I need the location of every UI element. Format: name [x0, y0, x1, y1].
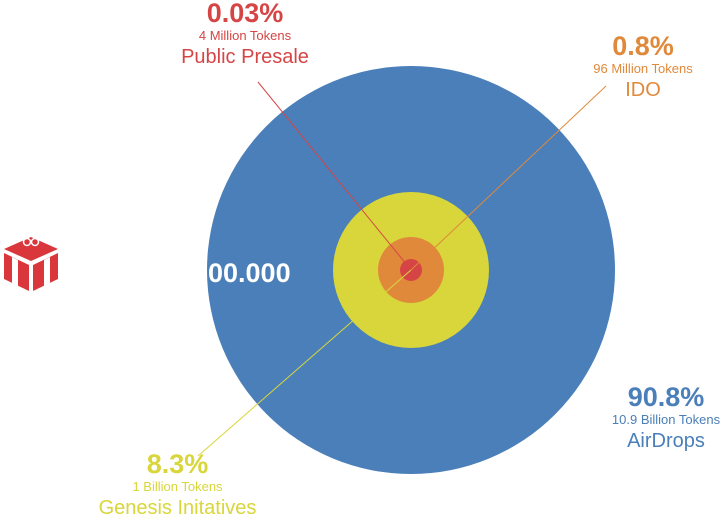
ido-percent: 0.8%: [612, 31, 674, 61]
presale-percent: 0.03%: [206, 0, 284, 28]
ido-tokens: 96 Million Tokens: [593, 61, 693, 76]
center-value: 00.000: [208, 258, 291, 288]
airdrops-tokens: 10.9 Billion Tokens: [611, 412, 721, 427]
airdrops-name: AirDrops: [627, 430, 705, 452]
genesis-label: 8.3% 1 Billion Tokens Genesis Initatives: [80, 449, 275, 521]
ido-label: 0.8% 96 Million Tokens IDO: [568, 31, 718, 103]
gift-box-icon: [4, 237, 58, 291]
airdrops-percent: 90.8%: [627, 382, 705, 412]
genesis-name: Genesis Initatives: [98, 497, 257, 519]
ido-leader-line: [410, 85, 607, 271]
genesis-tokens: 1 Billion Tokens: [132, 479, 223, 494]
genesis-leader-line: [197, 269, 412, 457]
presale-label: 0.03% 4 Million Tokens Public Presale: [165, 0, 325, 70]
genesis-percent: 8.3%: [146, 449, 209, 479]
presale-leader-line: [257, 81, 412, 271]
airdrops-label: 90.8% 10.9 Billion Tokens AirDrops: [596, 382, 726, 454]
ido-name: IDO: [625, 79, 661, 101]
presale-tokens: 4 Million Tokens: [198, 28, 292, 43]
presale-name: Public Presale: [181, 46, 309, 68]
